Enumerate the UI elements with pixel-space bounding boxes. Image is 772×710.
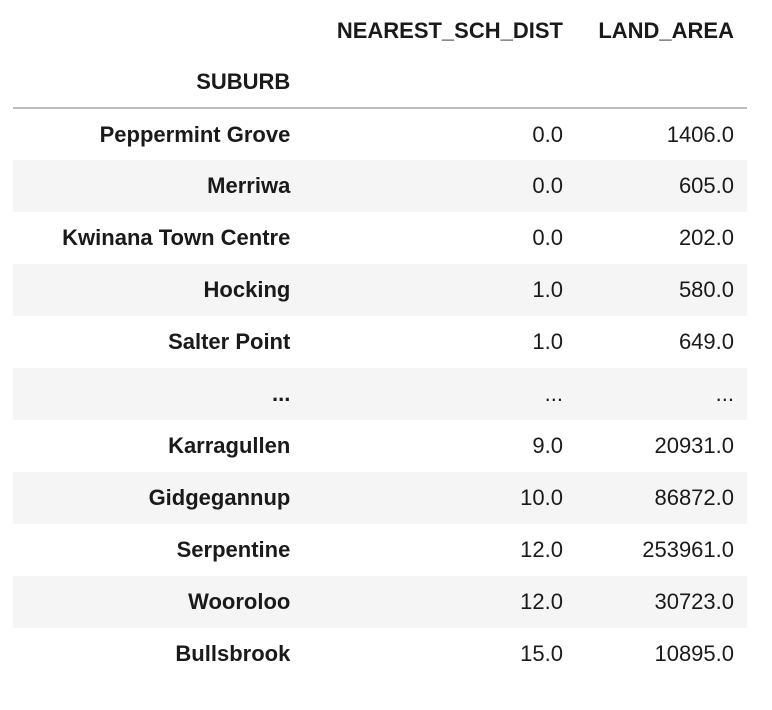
land-area-cell: 605.0: [678, 173, 734, 198]
index-header-row: SUBURB: [13, 56, 747, 109]
land-area-cell: 10895.0: [654, 641, 734, 666]
empty-header-cell: [303, 56, 576, 109]
row-index-label: Gidgegannup: [148, 485, 291, 510]
land-area-cell: 86872.0: [654, 485, 734, 510]
table-row: Hocking 1.0 580.0: [13, 264, 747, 316]
dataframe-table: NEAREST_SCH_DIST LAND_AREA SUBURB Pepper…: [13, 6, 747, 680]
row-index-label: Peppermint Grove: [99, 121, 291, 147]
land-area-cell: 202.0: [678, 225, 734, 250]
nearest-sch-dist-cell: 10.0: [520, 485, 563, 510]
ellipsis-row: ... ... ...: [13, 368, 747, 420]
corner-cell: [13, 6, 303, 56]
row-index-label: Bullsbrook: [175, 641, 291, 666]
row-index-label: Kwinana Town Centre: [62, 225, 291, 250]
nearest-sch-dist-cell: 0.0: [532, 225, 563, 250]
row-index-label: Hocking: [203, 277, 291, 302]
land-area-cell: 649.0: [678, 329, 734, 354]
nearest-sch-dist-cell: 12.0: [520, 589, 563, 614]
nearest-sch-dist-cell: 15.0: [520, 641, 563, 666]
table-row: Kwinana Town Centre 0.0 202.0: [13, 212, 747, 264]
row-index-label: Karragullen: [168, 433, 291, 458]
column-header-land-area: LAND_AREA: [598, 18, 734, 43]
row-index-label: Wooroloo: [188, 589, 291, 614]
empty-header-cell: [575, 56, 747, 109]
land-area-cell: 30723.0: [654, 589, 734, 614]
land-area-cell: 253961.0: [642, 537, 734, 562]
land-area-cell: 1406.0: [666, 121, 734, 147]
nearest-sch-dist-cell: 1.0: [532, 329, 563, 354]
ellipsis-cell: ...: [715, 381, 734, 406]
ellipsis-cell: ...: [544, 381, 563, 406]
table-row: Karragullen 9.0 20931.0: [13, 420, 747, 472]
nearest-sch-dist-cell: 1.0: [532, 277, 563, 302]
table-header: NEAREST_SCH_DIST LAND_AREA SUBURB: [13, 6, 747, 109]
table-row: Serpentine 12.0 253961.0: [13, 524, 747, 576]
land-area-cell: 580.0: [678, 277, 734, 302]
nearest-sch-dist-cell: 0.0: [532, 173, 563, 198]
nearest-sch-dist-cell: 12.0: [520, 537, 563, 562]
table-row: Peppermint Grove 0.0 1406.0: [13, 108, 747, 160]
table-row: Salter Point 1.0 649.0: [13, 316, 747, 368]
row-index-label: Salter Point: [168, 329, 291, 354]
nearest-sch-dist-cell: 9.0: [532, 433, 563, 458]
column-header-row: NEAREST_SCH_DIST LAND_AREA: [13, 6, 747, 56]
table-row: Gidgegannup 10.0 86872.0: [13, 472, 747, 524]
row-index-label: Serpentine: [176, 537, 291, 562]
index-name-header: SUBURB: [13, 56, 304, 109]
table-row: Merriwa 0.0 605.0: [13, 160, 747, 212]
column-header-nearest-sch-dist: NEAREST_SCH_DIST: [336, 18, 563, 43]
table-row: Bullsbrook 15.0 10895.0: [13, 628, 747, 680]
nearest-sch-dist-cell: 0.0: [532, 121, 563, 147]
table-body: Peppermint Grove 0.0 1406.0 Merriwa 0.0 …: [13, 108, 747, 680]
land-area-cell: 20931.0: [654, 433, 734, 458]
row-index-label: Merriwa: [207, 173, 291, 198]
ellipsis-index-cell: ...: [271, 381, 291, 406]
table-row: Wooroloo 12.0 30723.0: [13, 576, 747, 628]
